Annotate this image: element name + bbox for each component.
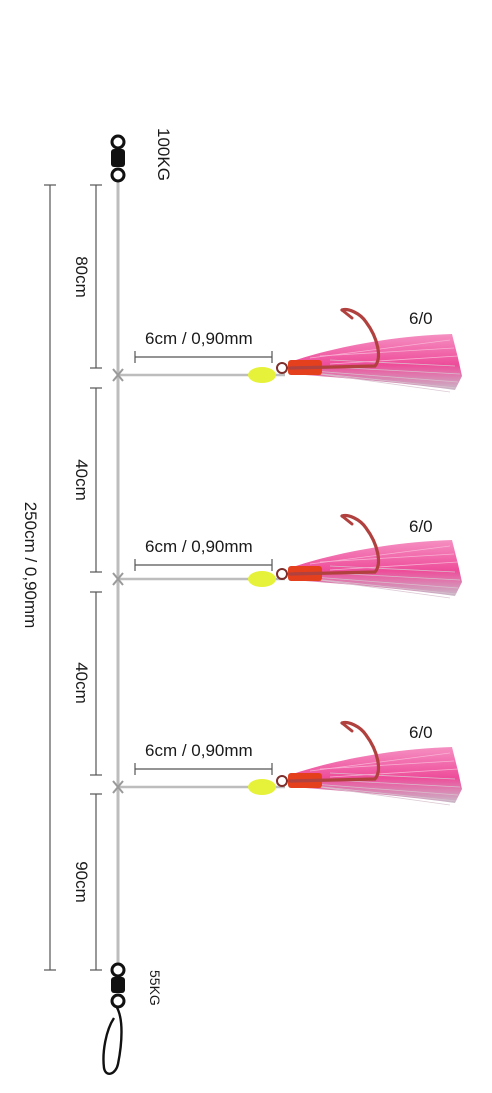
branch-2: 6cm / 0,90mm 6/0	[112, 513, 464, 600]
segment-dimension-2	[90, 387, 102, 573]
branch-3: 6cm / 0,90mm 6/0	[112, 720, 464, 807]
bottom-swivel-snap-icon	[102, 962, 126, 1075]
hook-size-label-1: 6/0	[409, 309, 433, 328]
segment-dimension-3	[90, 591, 102, 776]
snood-dimension-1	[134, 351, 273, 363]
total-length-label: 250cm / 0,90mm	[21, 502, 40, 629]
segment-dimension-4	[90, 793, 102, 971]
crimp-icon	[112, 780, 124, 794]
segment-label-3: 40cm	[72, 662, 91, 704]
top-swivel-rating: 100KG	[154, 128, 173, 181]
lure-icon	[275, 720, 464, 807]
snood-label-3: 6cm / 0,90mm	[145, 741, 253, 760]
segment-label-4: 90cm	[72, 861, 91, 903]
bottom-swivel-rating: 55KG	[147, 970, 163, 1006]
lure-icon	[275, 307, 464, 394]
hook-size-label-2: 6/0	[409, 517, 433, 536]
lure-icon	[275, 513, 464, 600]
snood-dimension-2	[134, 559, 273, 571]
crimp-icon	[112, 572, 124, 586]
top-swivel-icon	[110, 134, 126, 183]
bead-icon	[248, 571, 276, 587]
segment-dimension-1	[90, 184, 102, 369]
total-length-dimension	[44, 184, 56, 971]
snood-dimension-3	[134, 763, 273, 775]
segment-label-1: 80cm	[72, 256, 91, 298]
crimp-icon	[112, 368, 124, 382]
branch-1: 6cm / 0,90mm 6/0	[112, 307, 464, 394]
bead-icon	[248, 779, 276, 795]
segment-label-2: 40cm	[72, 459, 91, 501]
bead-icon	[248, 367, 276, 383]
snood-label-1: 6cm / 0,90mm	[145, 329, 253, 348]
snood-label-2: 6cm / 0,90mm	[145, 537, 253, 556]
hook-size-label-3: 6/0	[409, 723, 433, 742]
